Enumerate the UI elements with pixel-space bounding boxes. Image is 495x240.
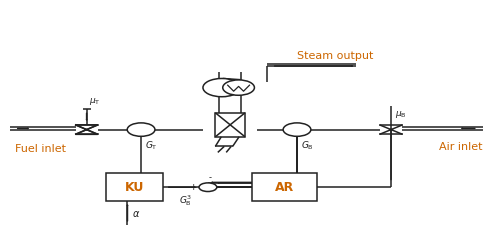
Text: KU: KU [125, 181, 145, 194]
Text: $\alpha$: $\alpha$ [133, 209, 141, 219]
Text: +: + [189, 183, 197, 192]
Circle shape [199, 183, 217, 192]
Circle shape [203, 78, 241, 97]
Circle shape [127, 123, 155, 136]
Text: $\mu_{\rm T}$: $\mu_{\rm T}$ [89, 96, 101, 107]
Bar [215, 113, 245, 137]
Text: $G_{\rm B}^3$: $G_{\rm B}^3$ [179, 193, 192, 208]
Text: Fuel inlet: Fuel inlet [15, 144, 66, 154]
Circle shape [283, 123, 311, 136]
Text: Air inlet: Air inlet [439, 142, 483, 152]
Bar [106, 173, 163, 201]
Text: Steam output: Steam output [297, 51, 373, 61]
Text: -: - [209, 173, 212, 182]
Circle shape [223, 80, 254, 95]
Text: $G_{\rm T}$: $G_{\rm T}$ [145, 139, 158, 152]
Text: $G_{\rm B}$: $G_{\rm B}$ [301, 139, 314, 152]
Text: AR: AR [275, 181, 294, 194]
Text: $\mu_{\rm B}$: $\mu_{\rm B}$ [395, 108, 407, 120]
Bar [252, 173, 317, 201]
